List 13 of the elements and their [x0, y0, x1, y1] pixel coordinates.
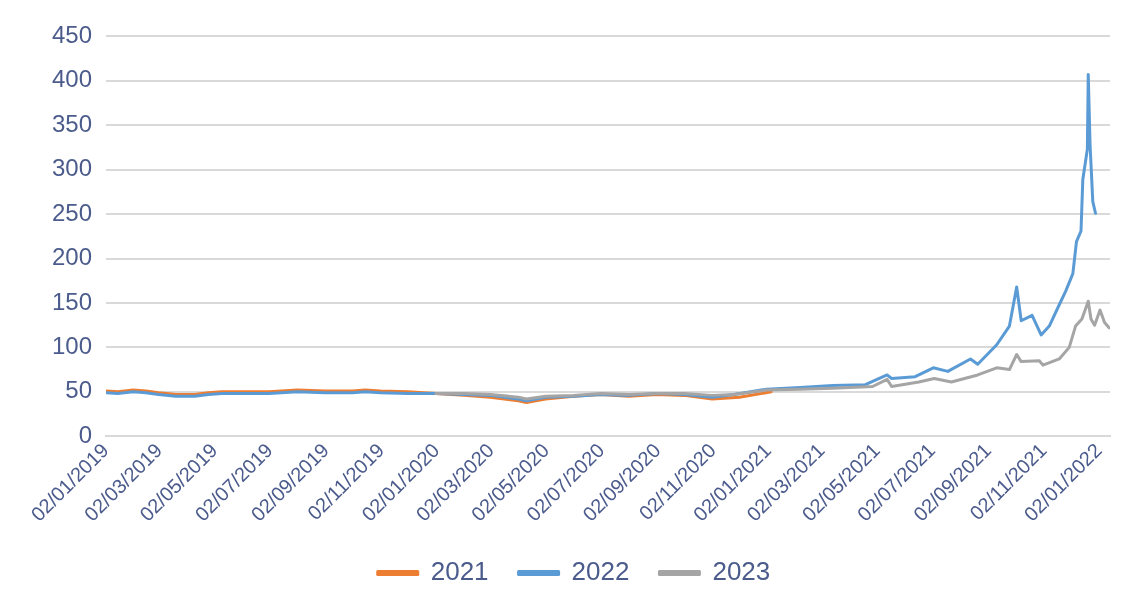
y-tick-label: 250 — [52, 198, 93, 226]
legend-label: 2023 — [712, 556, 771, 587]
y-tick-label: 150 — [52, 287, 93, 315]
legend-label: 2021 — [430, 556, 489, 587]
y-tick-label: 200 — [52, 243, 93, 271]
y-tick-label: 300 — [52, 154, 93, 182]
y-tick-label: 100 — [52, 332, 93, 360]
y-tick-label: 0 — [78, 420, 93, 448]
y-tick-label: 50 — [65, 376, 93, 404]
y-tick-label: 350 — [52, 109, 93, 137]
y-tick-label: 450 — [52, 21, 93, 49]
legend-label: 2022 — [571, 556, 630, 587]
y-tick-label: 400 — [52, 65, 93, 93]
